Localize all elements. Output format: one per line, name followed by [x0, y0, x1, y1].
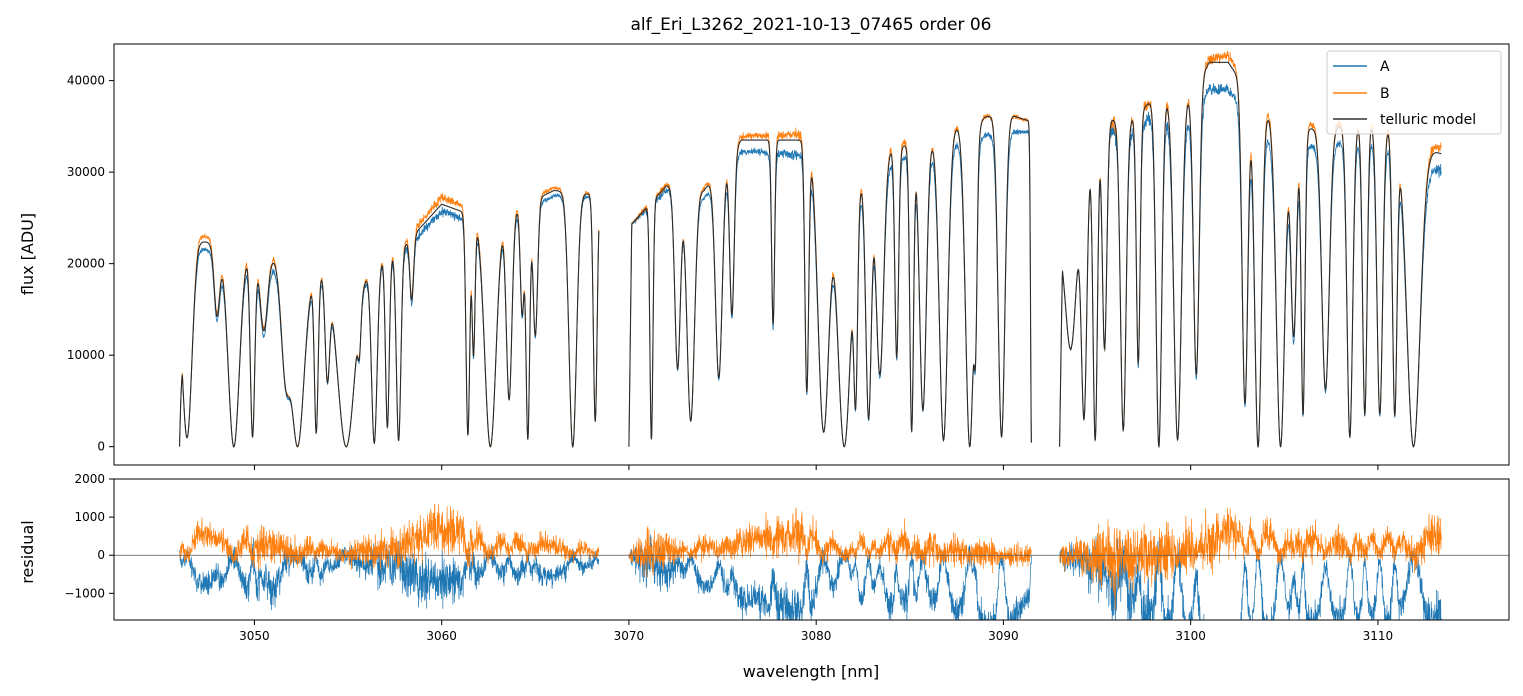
flux-plot: 0 10000 20000 30000 40000 flux [ADU] A B tel…	[18, 43, 1510, 470]
wavelength-axis-label: wavelength [nm]	[743, 662, 880, 681]
flux-ytick-label: 0	[97, 440, 105, 454]
wavelength-xtick-label: 3090	[988, 629, 1019, 643]
flux-ytick-label: 20000	[67, 257, 105, 271]
series-a-line	[179, 83, 1442, 449]
residual-plot-frame	[113, 478, 1510, 621]
legend-box	[1326, 50, 1502, 135]
wavelength-xtick-label: 3080	[801, 629, 832, 643]
residual-ytick-label: 1000	[74, 510, 105, 524]
legend-label-a: A	[1380, 59, 1390, 75]
wavelength-xtick-label: 3060	[426, 629, 457, 643]
residual-a-line	[179, 534, 1442, 620]
flux-ytick-label: 40000	[67, 74, 105, 88]
residual-ytick-label: 0	[97, 548, 105, 562]
legend: A B telluric model	[1326, 50, 1502, 135]
wavelength-xtick-label: 3110	[1363, 629, 1394, 643]
legend-label-model: telluric model	[1380, 112, 1476, 128]
residual-plot: −1000 0 1000 2000 3050 3060 3070 3080 3090 3100 3…	[18, 472, 1510, 681]
flux-plot-frame	[113, 43, 1510, 466]
residual-b-line	[179, 503, 1442, 610]
wavelength-xtick-label: 3050	[239, 629, 270, 643]
wavelength-xtick-label: 3100	[1175, 629, 1206, 643]
telluric-model-line	[178, 61, 1442, 449]
wavelength-xtick-label: 3070	[614, 629, 645, 643]
flux-ytick-label: 10000	[67, 348, 105, 362]
flux-axis-label: flux [ADU]	[18, 213, 37, 295]
legend-label-b: B	[1380, 86, 1390, 102]
residual-ytick-label: 2000	[74, 472, 105, 486]
flux-ytick-label: 30000	[67, 165, 105, 179]
chart-title: alf_Eri_L3262_2021-10-13_07465 order 06	[631, 15, 992, 35]
series-b-line	[179, 50, 1442, 449]
residual-axis-label: residual	[18, 520, 37, 583]
residual-ytick-label: −1000	[64, 586, 105, 600]
